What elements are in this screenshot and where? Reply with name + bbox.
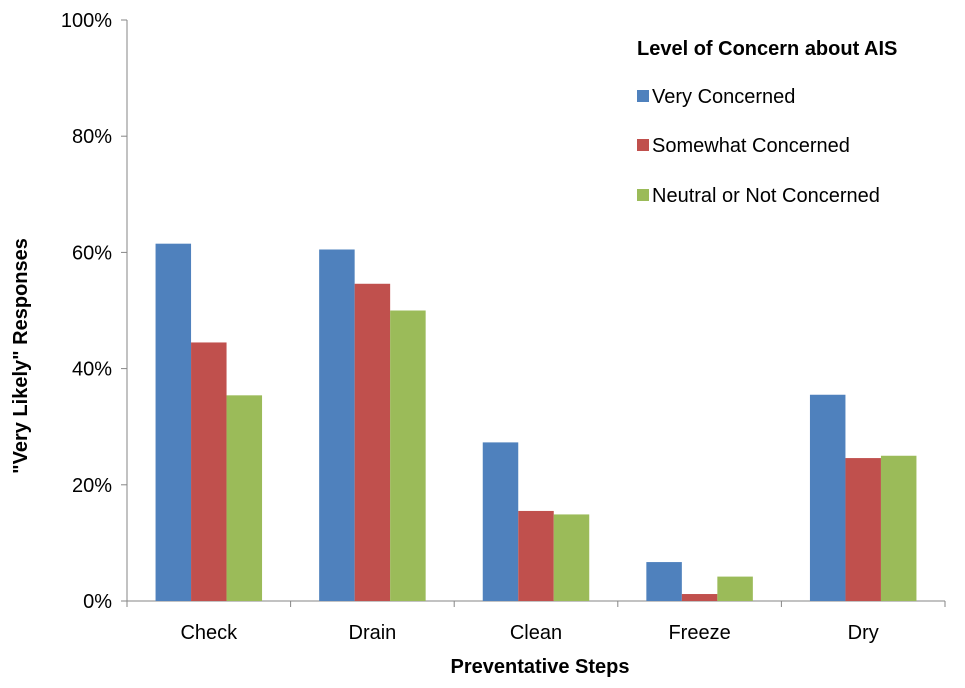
bar-clean-somewhat-concerned <box>518 510 554 601</box>
y-tick-label: 20% <box>72 475 112 497</box>
y-tick-label: 60% <box>72 242 112 264</box>
bar-dry-very-concerned <box>809 394 846 601</box>
bar-drain-somewhat-concerned <box>354 283 391 601</box>
legend-items: Very Concerned Somewhat Concerned Neutral … <box>637 86 880 207</box>
bar-dry-somewhat-concerned <box>845 458 881 601</box>
y-tick-label: 100% <box>61 10 112 32</box>
legend-label: Very Concerned <box>652 86 795 108</box>
x-tick-label-drain: Drain <box>349 622 397 644</box>
x-tick-label-freeze: Freeze <box>668 622 730 644</box>
bar-dry-neutral-or-not-concerned <box>880 455 917 601</box>
legend-label: Neutral or Not Concerned <box>652 185 880 207</box>
bar-check-somewhat-concerned <box>191 342 227 601</box>
bar-check-very-concerned <box>155 243 192 601</box>
bar-check-neutral-or-not-concerned <box>226 395 263 601</box>
legend-item-neutral-or-not-concerned: Neutral or Not Concerned <box>637 185 880 207</box>
legend-swatch <box>637 139 649 151</box>
bar-clean-neutral-or-not-concerned <box>553 514 590 601</box>
bar-freeze-very-concerned <box>646 562 682 601</box>
y-tick-labels: 0% 20% 40% 60% 80% 100% <box>61 10 112 613</box>
y-ticks <box>121 19 127 602</box>
x-axis-title: Preventative Steps <box>451 656 630 678</box>
y-tick-label: 80% <box>72 126 112 148</box>
y-tick-label: 0% <box>83 591 112 613</box>
legend-label: Somewhat Concerned <box>652 135 850 157</box>
y-axis-title: "Very Likely" Responses <box>10 238 32 474</box>
x-tick-label-check: Check <box>180 622 238 644</box>
legend: Level of Concern about AIS Very Concerne… <box>637 38 897 207</box>
bars <box>155 243 917 601</box>
legend-swatch <box>637 90 649 102</box>
bar-drain-neutral-or-not-concerned <box>390 310 426 601</box>
x-ticks <box>126 601 946 607</box>
bar-drain-very-concerned <box>319 249 355 601</box>
x-tick-labels: Check Drain Clean Freeze Dry <box>180 622 878 644</box>
axes <box>121 19 946 607</box>
bar-freeze-somewhat-concerned <box>681 594 718 601</box>
legend-title: Level of Concern about AIS <box>637 38 897 60</box>
legend-swatch <box>637 189 649 201</box>
bar-clean-very-concerned <box>482 442 519 601</box>
bar-freeze-neutral-or-not-concerned <box>717 576 753 601</box>
x-tick-label-dry: Dry <box>848 622 879 644</box>
y-tick-label: 40% <box>72 359 112 381</box>
legend-item-somewhat-concerned: Somewhat Concerned <box>637 135 850 157</box>
x-tick-label-clean: Clean <box>510 622 562 644</box>
legend-item-very-concerned: Very Concerned <box>637 86 795 108</box>
